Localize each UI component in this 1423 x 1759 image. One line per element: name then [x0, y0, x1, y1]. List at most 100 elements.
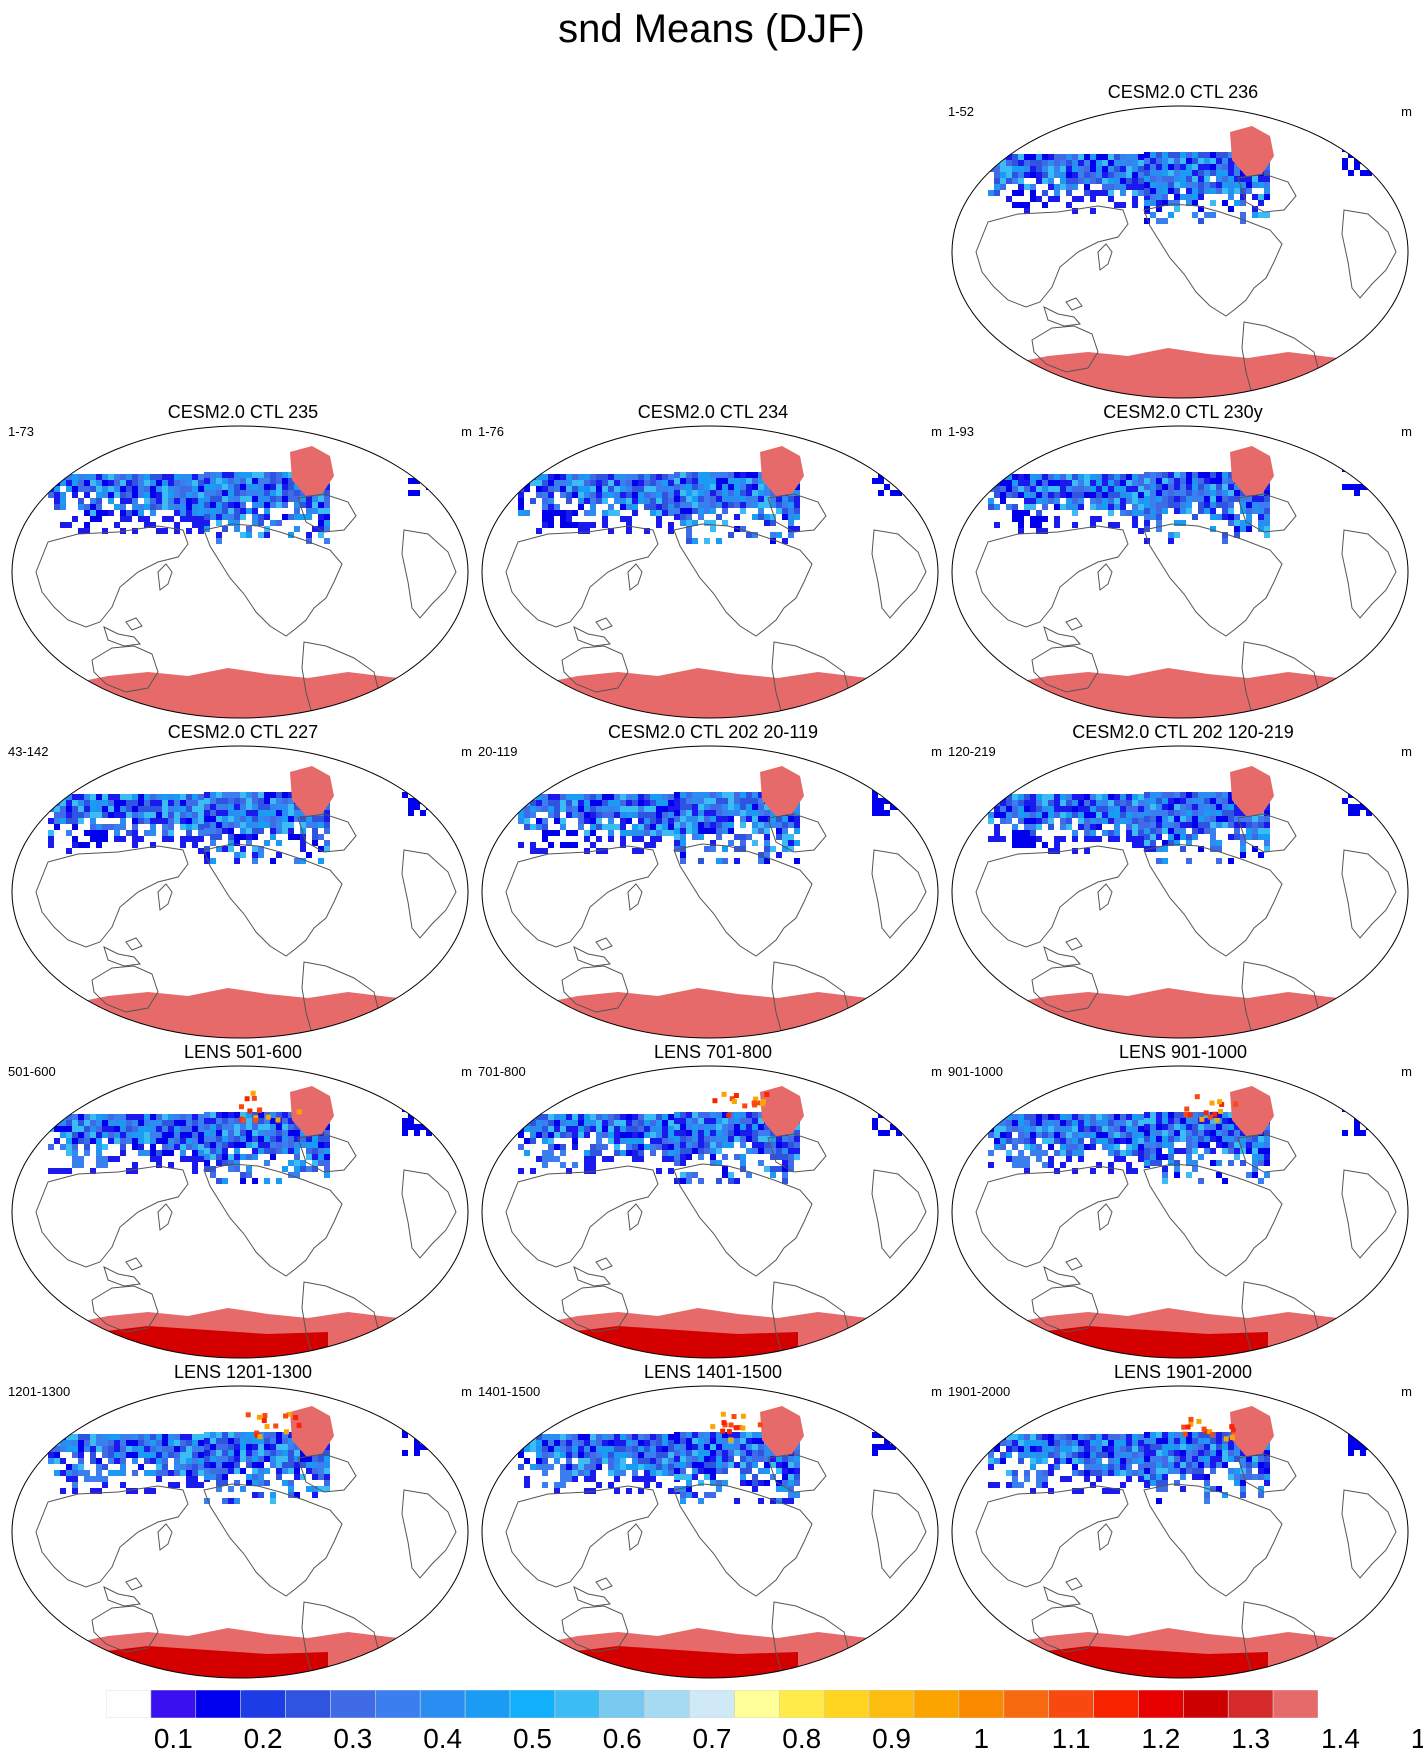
panel-units-label: m	[931, 424, 942, 439]
colorbar-label: 0.1	[153, 1723, 193, 1754]
colorbar-box	[1272, 1689, 1319, 1719]
world-map	[951, 425, 1409, 719]
world-map	[951, 745, 1409, 1039]
world-map	[481, 1385, 939, 1679]
panel-years-label: 1-52	[948, 104, 975, 119]
panel-units-label: m	[461, 1064, 472, 1079]
colorbar-label: 1.4	[1320, 1723, 1360, 1754]
panel-years-label: 501-600	[8, 1064, 56, 1079]
colorbar-box	[150, 1689, 197, 1719]
colorbar-box	[375, 1689, 421, 1719]
map-border	[951, 105, 1409, 399]
panel-title: LENS 701-800	[653, 1042, 773, 1062]
colorbar-box	[330, 1689, 376, 1719]
colorbar-box	[464, 1689, 511, 1719]
map-border	[951, 1385, 1409, 1679]
colorbar-label: 0.3	[333, 1723, 373, 1754]
colorbar-box	[1093, 1689, 1139, 1719]
map-panel: LENS 1201-1300 1201-1300 m	[8, 1362, 478, 1680]
panel-years-label: 1201-1300	[8, 1384, 71, 1399]
map-border	[951, 745, 1409, 1039]
panel-units-label: m	[461, 744, 472, 759]
panel-title: CESM2.0 CTL 235	[167, 402, 319, 422]
panel-title: CESM2.0 CTL 234	[637, 402, 789, 422]
colorbar-label: 0.7	[692, 1723, 732, 1754]
map-border	[481, 1065, 939, 1359]
colorbar-box	[823, 1689, 870, 1719]
map-border	[481, 745, 939, 1039]
panel-years-label: 120-219	[948, 744, 996, 759]
colorbar-box	[689, 1689, 735, 1719]
colorbar-label: 1.1	[1051, 1723, 1091, 1754]
colorbar	[105, 1689, 1319, 1719]
colorbar-box	[913, 1689, 960, 1719]
colorbar-box	[868, 1689, 915, 1719]
map-border	[951, 1065, 1409, 1359]
colorbar-box	[644, 1689, 690, 1719]
map-border	[481, 425, 939, 719]
panel-title: LENS 1401-1500	[643, 1362, 783, 1382]
world-map	[11, 1065, 469, 1359]
panel-years-label: 1-93	[948, 424, 975, 439]
panel-units-label: m	[461, 1384, 472, 1399]
colorbar-label: 1.3	[1231, 1723, 1271, 1754]
panel-title: LENS 501-600	[183, 1042, 303, 1062]
colorbar-box	[779, 1689, 825, 1719]
colorbar-label: 0.6	[602, 1723, 642, 1754]
colorbar-box	[105, 1689, 152, 1719]
panel-title: CESM2.0 CTL 230y	[1103, 402, 1263, 422]
colorbar-label: 0.4	[423, 1723, 463, 1754]
panel-units-label: m	[931, 1384, 942, 1399]
colorbar-box	[1138, 1689, 1184, 1719]
colorbar-box	[1227, 1689, 1274, 1719]
map-panel: CESM2.0 CTL 202 120-219 120-219 m	[948, 722, 1418, 1040]
map-panel: CESM2.0 CTL 236 1-52 m	[948, 82, 1418, 400]
panel-units-label: m	[1401, 1064, 1412, 1079]
panel-years-label: 1-73	[8, 424, 35, 439]
colorbar-box	[1048, 1689, 1094, 1719]
map-panel: LENS 1901-2000 1901-2000 m	[948, 1362, 1418, 1680]
map-panel: LENS 1401-1500 1401-1500 m	[478, 1362, 948, 1680]
map-border	[11, 745, 469, 1039]
panel-units-label: m	[1401, 1384, 1412, 1399]
panel-title: CESM2.0 CTL 227	[167, 722, 319, 742]
colorbar-label: 0.9	[872, 1723, 912, 1754]
map-border	[951, 425, 1409, 719]
colorbar-label: 1.5	[1410, 1723, 1423, 1754]
map-panel: LENS 501-600 501-600 m	[8, 1042, 478, 1360]
panel-title: LENS 1901-2000	[1113, 1362, 1253, 1382]
panel-title: CESM2.0 CTL 236	[1107, 82, 1259, 102]
panel-title: LENS 901-1000	[1118, 1042, 1248, 1062]
panel-years-label: 701-800	[478, 1064, 526, 1079]
colorbar-box	[958, 1689, 1005, 1719]
world-map	[11, 1385, 469, 1679]
map-panel: CESM2.0 CTL 227 43-142 m	[8, 722, 478, 1040]
world-map	[481, 425, 939, 719]
colorbar-box	[554, 1689, 601, 1719]
panel-units-label: m	[1401, 744, 1412, 759]
colorbar-label: 0.5	[512, 1723, 552, 1754]
panel-units-label: m	[931, 744, 942, 759]
panel-years-label: 1-76	[478, 424, 505, 439]
colorbar-labels: 0.1 0.2 0.3 0.4 0.5 0.6 0.7 0.8 0.9 1 1.1 1.2 1.3 1.4…	[0, 1722, 1423, 1758]
colorbar-box	[1183, 1689, 1229, 1719]
colorbar-box	[285, 1689, 331, 1719]
panel-years-label: 1901-2000	[948, 1384, 1011, 1399]
main-title: snd Means (DJF)	[558, 7, 865, 51]
world-map	[951, 1065, 1409, 1359]
colorbar-box	[419, 1689, 466, 1719]
colorbar-box	[195, 1689, 241, 1719]
map-panel: LENS 901-1000 901-1000 m	[948, 1042, 1418, 1360]
colorbar-box	[734, 1689, 780, 1719]
colorbar-label: 1.2	[1141, 1723, 1181, 1754]
world-map	[951, 1385, 1409, 1679]
colorbar-box	[509, 1689, 556, 1719]
map-panel: LENS 701-800 701-800 m	[478, 1042, 948, 1360]
map-panel: CESM2.0 CTL 234 1-76 m	[478, 402, 948, 720]
colorbar-box	[240, 1689, 286, 1719]
panel-years-label: 1401-1500	[478, 1384, 541, 1399]
colorbar-box	[1003, 1689, 1049, 1719]
world-map	[481, 1065, 939, 1359]
colorbar-label: 0.2	[243, 1723, 283, 1754]
panel-years-label: 20-119	[478, 744, 518, 759]
